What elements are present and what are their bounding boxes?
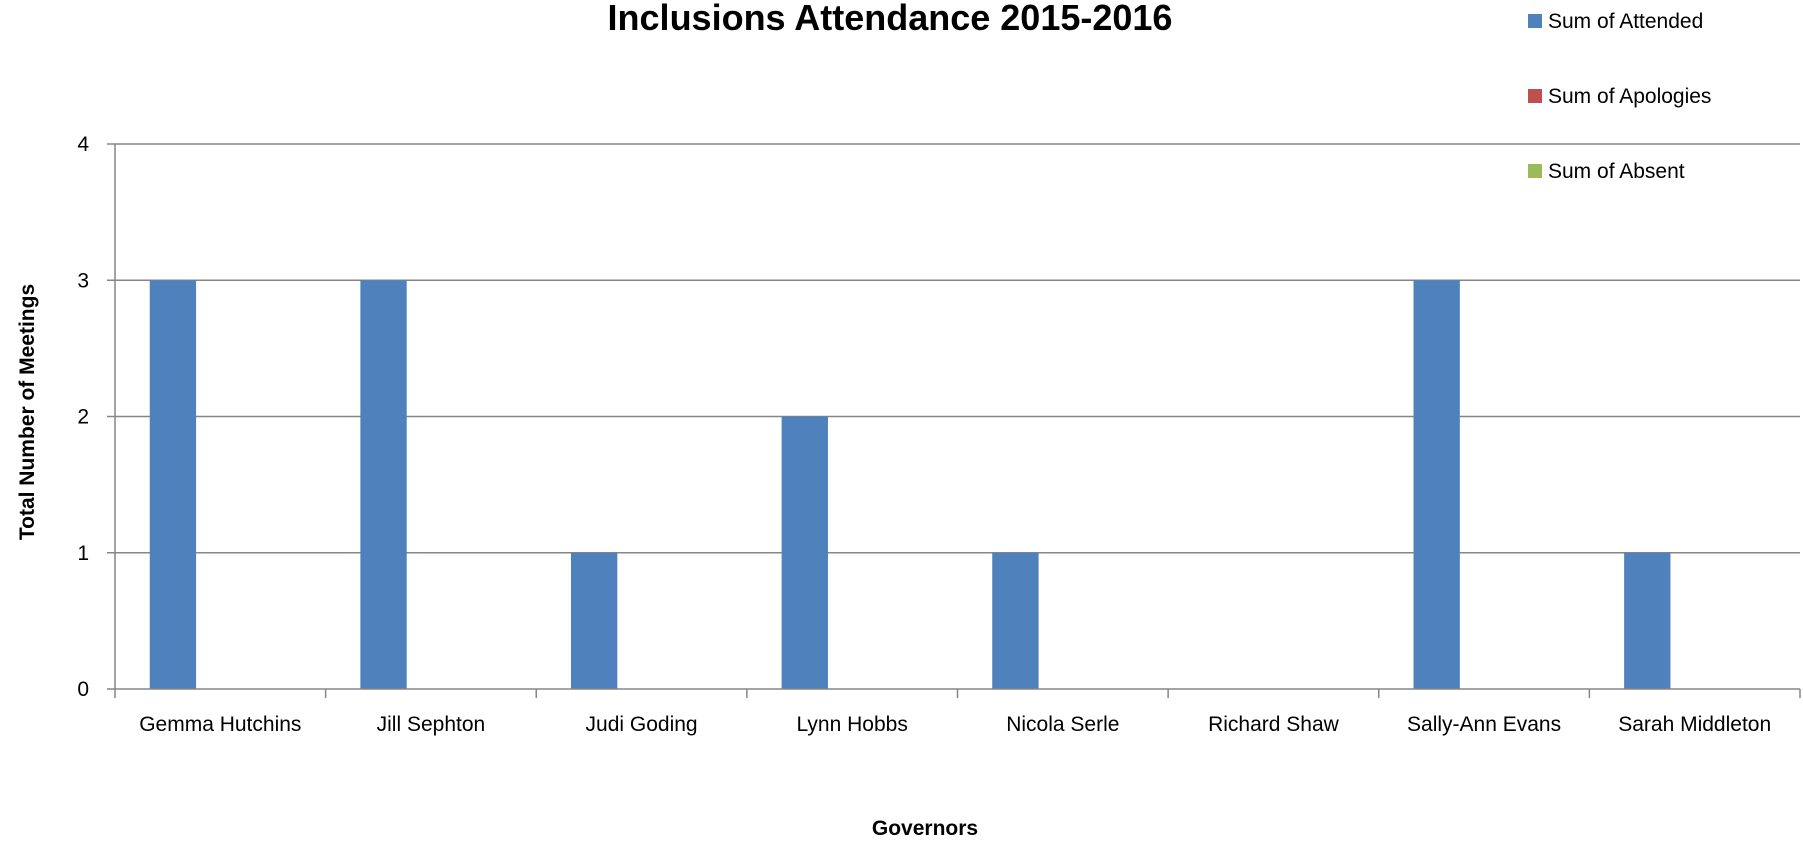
y-tick-label: 4 — [77, 133, 89, 156]
bar-sum-of-attended-7 — [1624, 552, 1671, 689]
y-tick-label: 0 — [77, 678, 89, 701]
legend-swatch — [1528, 89, 1542, 103]
bar-sum-of-attended-0 — [149, 280, 197, 689]
x-axis-ticks — [114, 689, 1801, 698]
bar-sum-of-attended-2 — [571, 552, 618, 689]
bar-sum-of-attended-6 — [1413, 280, 1460, 689]
y-axis-ticks: 0 1 2 3 4 — [77, 133, 115, 701]
x-category-label: Gemma Hutchins — [139, 713, 301, 736]
legend-label: Sum of Apologies — [1548, 85, 1711, 108]
bar-sum-of-attended-3 — [781, 416, 828, 689]
bar-sum-of-attended-1 — [360, 280, 407, 689]
x-category-label: Judi Goding — [586, 713, 698, 736]
x-axis-labels: Gemma Hutchins Jill Sephton Judi Goding Lyn… — [139, 713, 1771, 736]
y-tick-label: 1 — [77, 542, 89, 565]
x-category-label: Jill Sephton — [377, 713, 486, 736]
x-category-label: Nicola Serle — [1006, 713, 1119, 736]
chart-title: Inclusions Attendance 2015-2016 — [608, 0, 1173, 38]
legend-label: Sum of Absent — [1548, 160, 1685, 183]
bars — [149, 280, 1671, 689]
x-axis-title: Governors — [872, 817, 978, 840]
y-tick-label: 2 — [77, 406, 89, 429]
legend-swatch — [1528, 14, 1542, 28]
legend: Sum of Attended Sum of Apologies Sum of Ab… — [1528, 10, 1711, 183]
bar-sum-of-attended-4 — [992, 552, 1039, 689]
y-tick-label: 3 — [77, 269, 89, 292]
x-category-label: Sarah Middleton — [1618, 713, 1771, 736]
legend-label: Sum of Attended — [1548, 10, 1703, 33]
y-axis-title: Total Number of Meetings — [16, 284, 39, 540]
legend-swatch — [1528, 164, 1542, 178]
x-category-label: Lynn Hobbs — [797, 713, 908, 736]
x-category-label: Richard Shaw — [1208, 713, 1340, 736]
x-category-label: Sally-Ann Evans — [1407, 713, 1561, 736]
